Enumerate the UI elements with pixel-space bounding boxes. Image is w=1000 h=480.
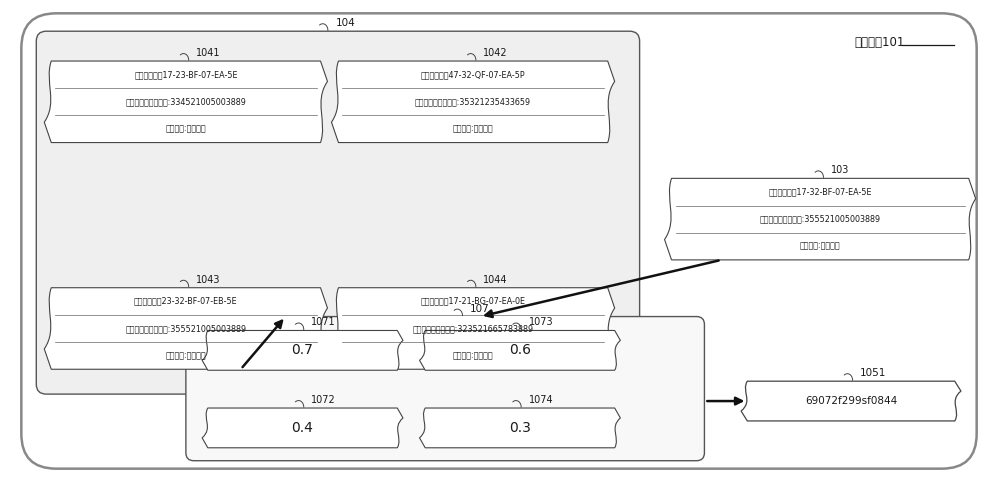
PathPatch shape: [420, 408, 620, 448]
Text: 104: 104: [335, 18, 355, 28]
Text: 国际移动设备识别码:35321235433659: 国际移动设备识别码:35321235433659: [415, 97, 531, 106]
PathPatch shape: [202, 408, 403, 448]
PathPatch shape: [44, 61, 327, 143]
FancyBboxPatch shape: [21, 13, 977, 468]
Text: 1073: 1073: [529, 317, 553, 327]
PathPatch shape: [420, 330, 620, 370]
Text: 手机品牌:凯梦品牌: 手机品牌:凯梦品牌: [166, 351, 206, 360]
Text: 局域网地址：47-32-QF-07-EA-5P: 局域网地址：47-32-QF-07-EA-5P: [421, 70, 525, 79]
FancyBboxPatch shape: [186, 316, 704, 461]
Text: 1041: 1041: [196, 48, 221, 58]
Text: 1043: 1043: [196, 275, 221, 285]
Text: 0.6: 0.6: [509, 343, 531, 357]
Text: 手机品牌:思于品牌: 手机品牌:思于品牌: [800, 242, 840, 251]
Text: 0.3: 0.3: [509, 421, 531, 435]
Text: 1074: 1074: [529, 395, 553, 405]
Text: 局域网地址：17-23-BF-07-EA-5E: 局域网地址：17-23-BF-07-EA-5E: [134, 70, 238, 79]
Text: 手机品牌:思于品牌: 手机品牌:思于品牌: [453, 124, 493, 133]
PathPatch shape: [202, 330, 403, 370]
PathPatch shape: [331, 61, 615, 143]
Text: 1071: 1071: [311, 317, 336, 327]
Text: 国际移动设备识别码:334521005003889: 国际移动设备识别码:334521005003889: [125, 97, 246, 106]
PathPatch shape: [665, 179, 976, 260]
Text: 局域网地址：17-21-BG-07-EA-0E: 局域网地址：17-21-BG-07-EA-0E: [421, 297, 526, 306]
Text: 电子设备101: 电子设备101: [854, 36, 904, 49]
Text: 1072: 1072: [311, 395, 336, 405]
Text: 局域网地址：17-32-BF-07-EA-5E: 局域网地址：17-32-BF-07-EA-5E: [768, 188, 872, 196]
Text: 0.4: 0.4: [292, 421, 313, 435]
Text: 手机品牌:欢愉品牌: 手机品牌:欢愉品牌: [453, 351, 493, 360]
PathPatch shape: [331, 288, 615, 369]
Text: 0.7: 0.7: [292, 343, 313, 357]
Text: 国际移动设备识别码:355521005003889: 国际移动设备识别码:355521005003889: [125, 324, 246, 333]
PathPatch shape: [44, 288, 327, 369]
Text: 1044: 1044: [483, 275, 508, 285]
Text: 1042: 1042: [483, 48, 508, 58]
Text: 103: 103: [831, 166, 849, 175]
Text: 国际移动设备识别码:323521665783889: 国际移动设备识别码:323521665783889: [413, 324, 534, 333]
Text: 1051: 1051: [860, 368, 887, 378]
Text: 手机品牌:思于品牌: 手机品牌:思于品牌: [166, 124, 206, 133]
Text: 局域网地址：23-32-BF-07-EB-5E: 局域网地址：23-32-BF-07-EB-5E: [134, 297, 238, 306]
Text: 69072f299sf0844: 69072f299sf0844: [805, 396, 897, 406]
FancyBboxPatch shape: [36, 31, 640, 394]
PathPatch shape: [741, 381, 961, 421]
Text: 107: 107: [470, 303, 490, 313]
Text: 国际移动设备识别码:355521005003889: 国际移动设备识别码:355521005003889: [760, 215, 881, 224]
